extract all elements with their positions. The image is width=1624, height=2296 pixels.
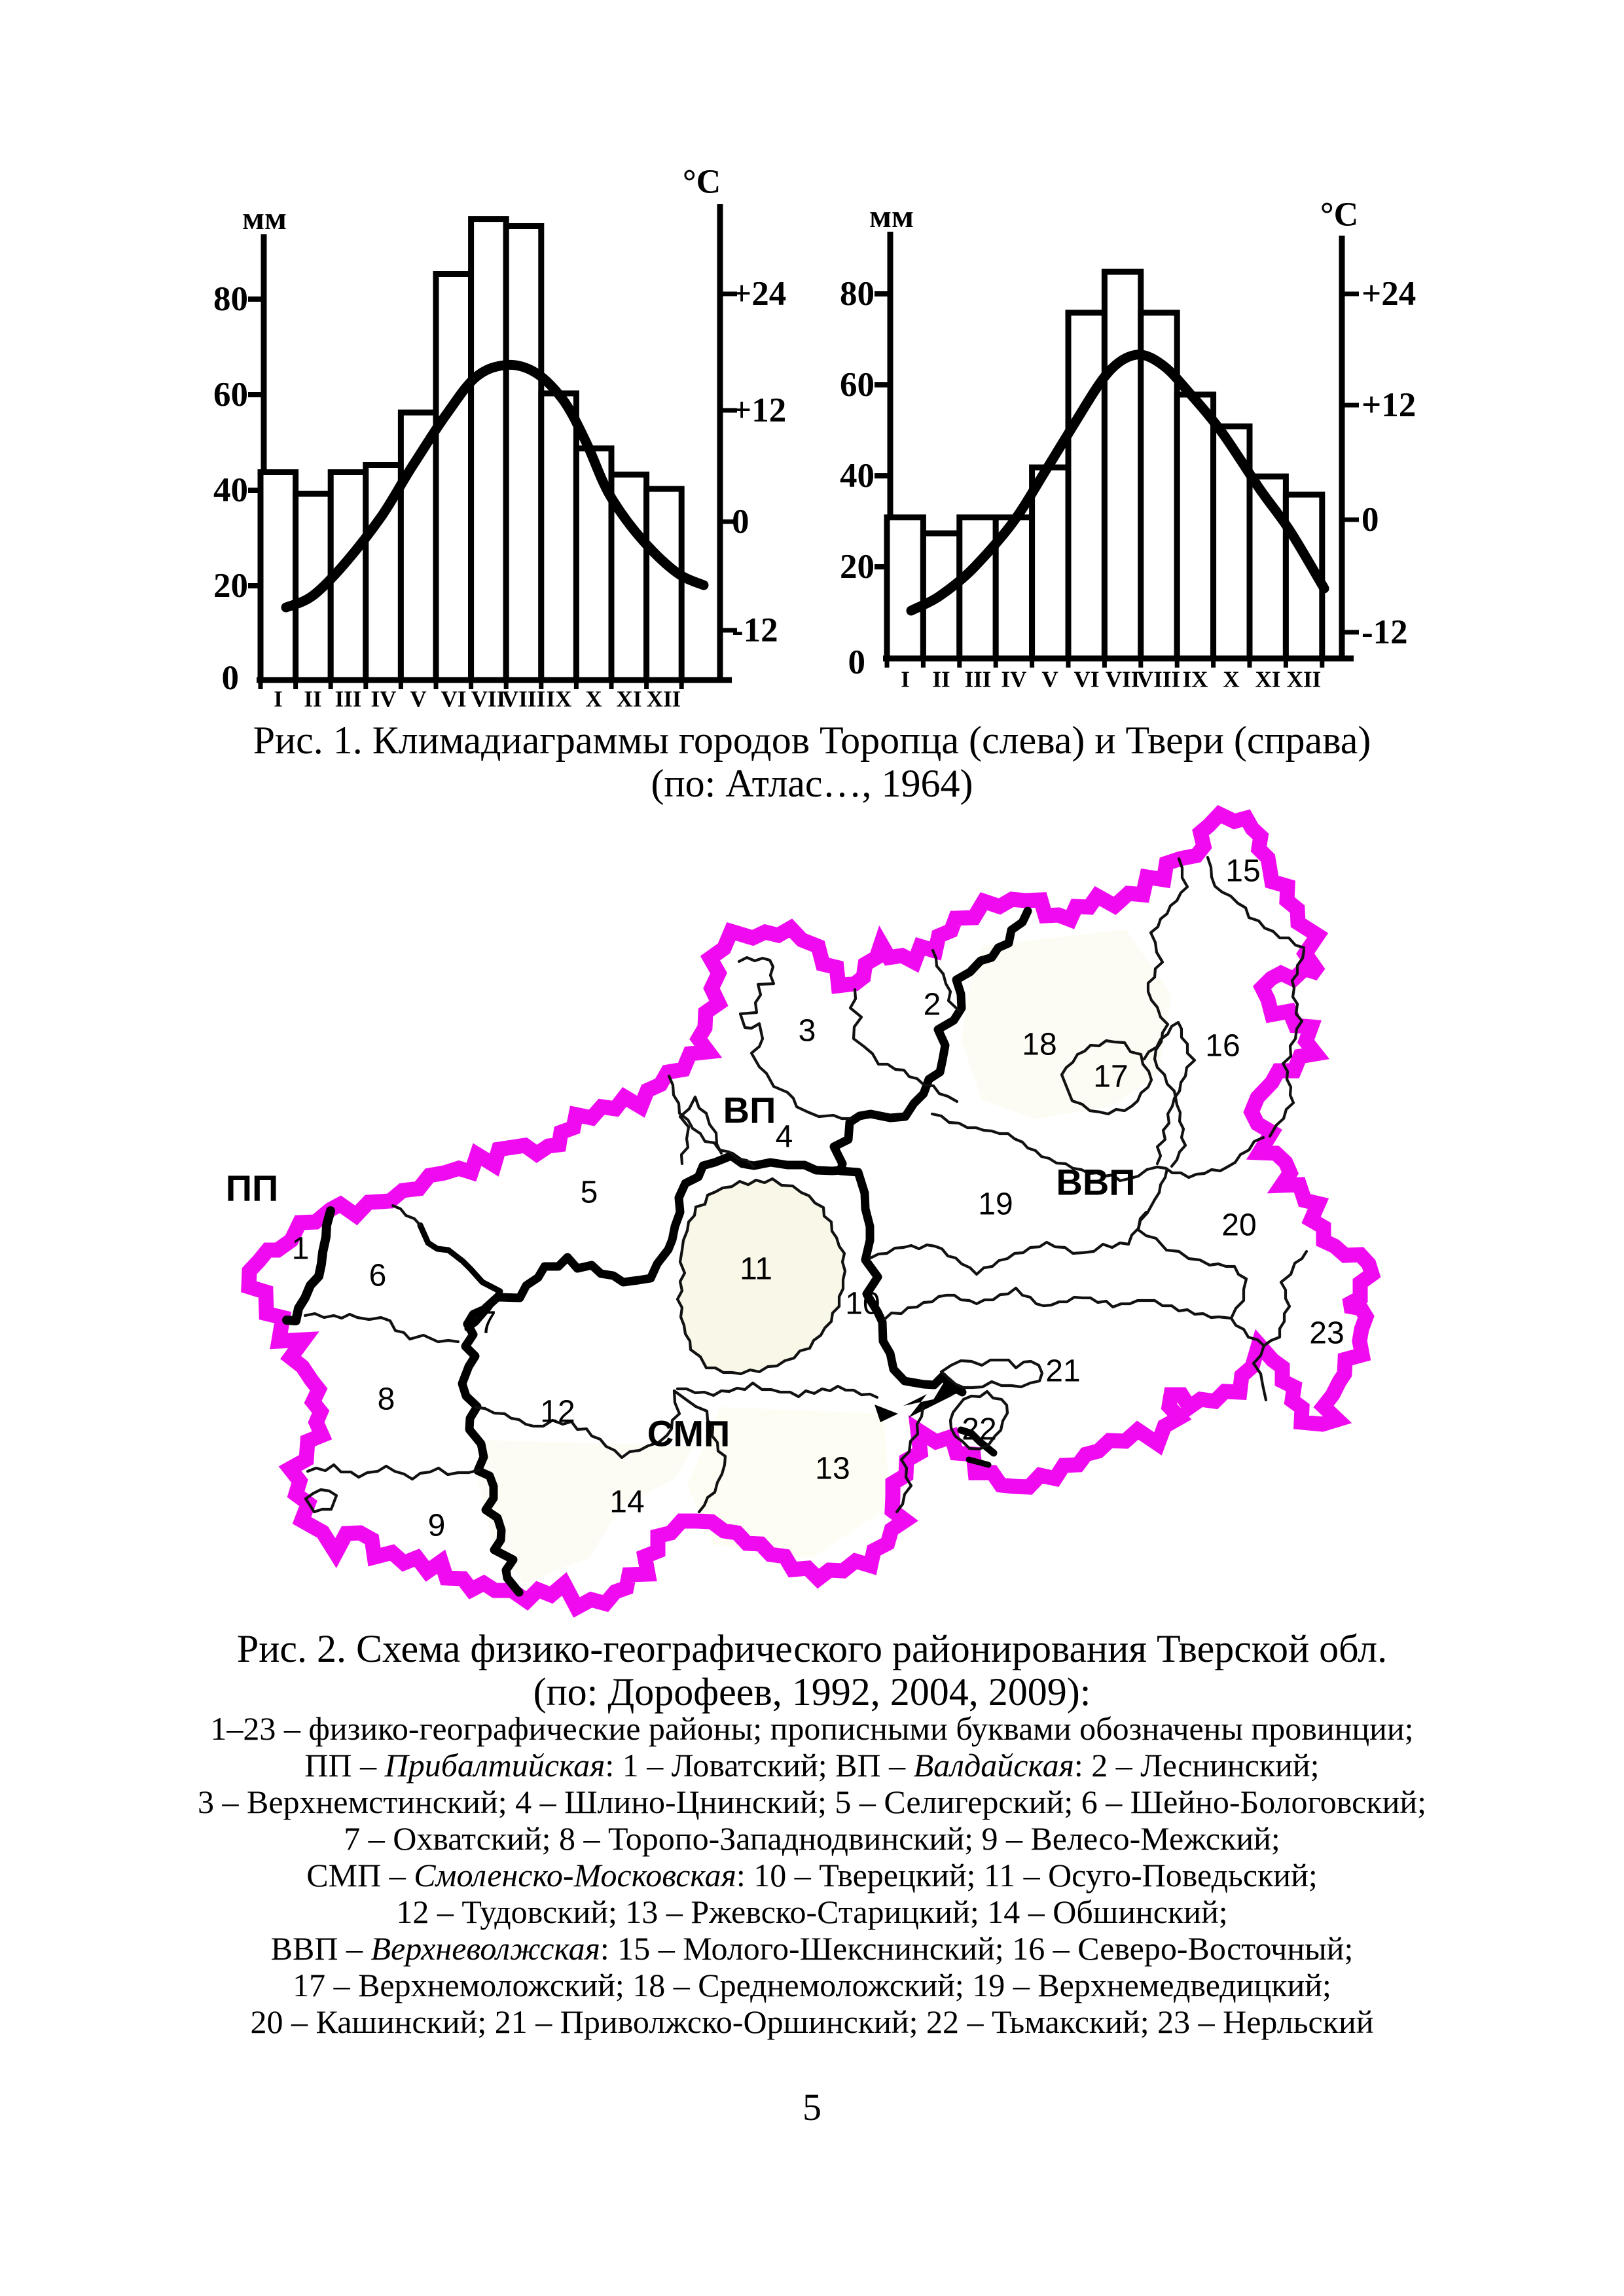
svg-text:СМП: СМП [647,1413,731,1454]
svg-text:20: 20 [840,548,875,586]
svg-text:-12: -12 [1362,613,1408,651]
svg-text:ВП: ВП [723,1090,776,1131]
svg-text:22: 22 [962,1412,996,1447]
svg-text:6: 6 [369,1259,387,1293]
svg-text:10: 10 [845,1287,880,1321]
svg-text:IX: IX [547,687,572,712]
svg-text:0: 0 [732,503,749,541]
svg-text:80: 80 [840,275,875,313]
svg-text:-12: -12 [732,611,778,649]
svg-text:5: 5 [581,1175,598,1210]
svg-text:19: 19 [978,1187,1013,1222]
svg-text:VI: VI [441,687,467,712]
svg-text:ПП: ПП [226,1168,279,1209]
svg-text:12: 12 [540,1395,575,1429]
svg-text:60: 60 [213,376,248,414]
svg-text:0: 0 [848,643,866,681]
svg-text:13: 13 [815,1452,850,1486]
svg-text:°С: °С [683,164,721,201]
svg-text:XI: XI [617,687,642,712]
svg-text:40: 40 [213,471,248,509]
svg-text:21: 21 [1045,1354,1080,1389]
svg-text:8: 8 [378,1382,395,1417]
svg-text:2: 2 [924,988,941,1022]
svg-text:VII: VII [1106,667,1140,692]
svg-text:11: 11 [740,1252,772,1287]
svg-text:I: I [274,687,283,712]
svg-text:40: 40 [840,457,875,495]
svg-text:9: 9 [428,1509,446,1543]
svg-text:X: X [1223,667,1239,692]
svg-text:III: III [335,687,362,712]
svg-text:1: 1 [292,1232,310,1266]
svg-text:20: 20 [1221,1208,1256,1243]
svg-text:0: 0 [1362,501,1379,539]
svg-text:+24: +24 [732,275,786,313]
svg-text:XII: XII [647,687,681,712]
svg-text:III: III [965,667,992,692]
svg-text:14: 14 [609,1485,644,1520]
svg-text:V: V [1041,667,1058,692]
svg-text:V: V [410,687,426,712]
svg-text:IV: IV [1001,667,1027,692]
svg-text:°С: °С [1320,196,1358,234]
svg-text:17: 17 [1093,1060,1128,1094]
svg-text:+12: +12 [732,391,786,429]
svg-text:15: 15 [1225,854,1260,889]
svg-text:VIII: VIII [502,687,545,712]
svg-text:20: 20 [213,567,248,605]
svg-text:I: I [901,667,910,692]
svg-text:23: 23 [1309,1316,1344,1351]
svg-text:0: 0 [222,659,240,697]
svg-text:+12: +12 [1362,386,1416,424]
svg-text:II: II [304,687,321,712]
svg-text:VII: VII [471,687,506,712]
svg-text:VI: VI [1074,667,1100,692]
svg-text:мм: мм [869,198,914,234]
svg-text:II: II [932,667,950,692]
svg-text:ВВП: ВВП [1056,1162,1135,1203]
svg-text:7: 7 [479,1306,497,1340]
svg-text:мм: мм [242,200,287,236]
svg-text:+24: +24 [1362,275,1416,313]
svg-text:VIII: VIII [1137,667,1180,692]
svg-text:XI: XI [1255,667,1281,692]
svg-text:18: 18 [1022,1028,1056,1062]
svg-text:IX: IX [1183,667,1208,692]
svg-text:XII: XII [1287,667,1322,692]
svg-text:60: 60 [840,366,875,404]
svg-text:80: 80 [213,280,248,318]
svg-text:IV: IV [371,687,397,712]
svg-text:X: X [585,687,602,712]
svg-text:3: 3 [799,1014,816,1049]
svg-text:16: 16 [1205,1029,1240,1064]
svg-text:4: 4 [776,1120,793,1155]
